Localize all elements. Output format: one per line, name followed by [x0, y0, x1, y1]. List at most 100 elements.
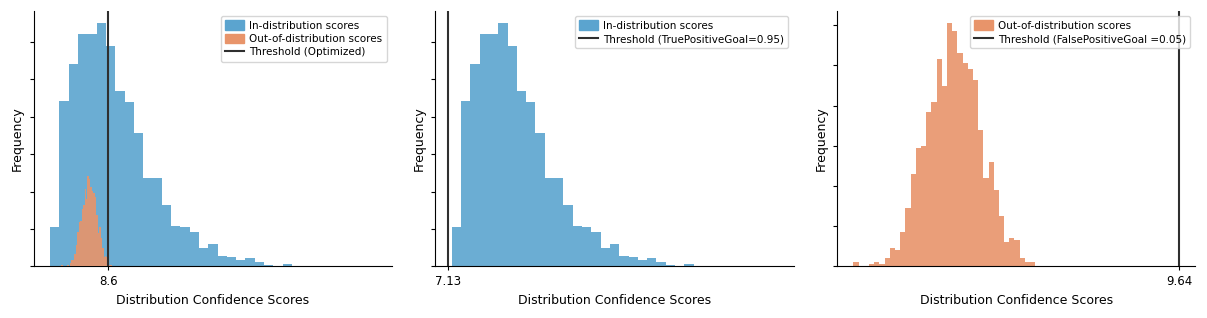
Bar — [103, 248, 104, 266]
Bar — [87, 176, 89, 266]
Bar — [76, 245, 77, 266]
Bar — [896, 250, 900, 266]
X-axis label: Distribution Confidence Scores: Distribution Confidence Scores — [518, 294, 711, 307]
Bar — [564, 205, 572, 266]
Bar — [461, 101, 471, 266]
Bar — [92, 191, 93, 266]
Legend: In-distribution scores, Out-of-distribution scores, Threshold (Optimized): In-distribution scores, Out-of-distribut… — [221, 16, 386, 62]
Bar — [498, 23, 508, 266]
X-axis label: Distribution Confidence Scores: Distribution Confidence Scores — [920, 294, 1113, 307]
Bar — [255, 262, 264, 266]
Bar — [489, 34, 498, 266]
Bar — [1004, 242, 1009, 266]
Bar — [451, 227, 461, 266]
Bar — [880, 264, 885, 266]
Bar — [601, 248, 610, 266]
Bar — [554, 178, 564, 266]
Bar — [51, 227, 59, 266]
Bar — [189, 232, 199, 266]
Bar — [957, 53, 962, 266]
Bar — [657, 262, 666, 266]
Bar — [629, 257, 637, 266]
Legend: In-distribution scores, Threshold (TruePositiveGoal=0.95): In-distribution scores, Threshold (TrueP… — [575, 16, 788, 48]
Bar — [637, 259, 647, 266]
Bar — [227, 257, 237, 266]
Bar — [900, 232, 905, 266]
Bar — [105, 256, 106, 266]
Bar — [80, 221, 82, 266]
Bar — [75, 253, 76, 266]
Bar — [97, 216, 98, 266]
Bar — [72, 260, 75, 266]
Bar — [84, 189, 86, 266]
Bar — [941, 86, 947, 266]
Bar — [110, 265, 111, 266]
Bar — [517, 91, 526, 266]
Bar — [199, 248, 209, 266]
Bar — [619, 256, 629, 266]
Bar — [684, 264, 694, 266]
Bar — [83, 205, 84, 266]
Bar — [536, 133, 544, 266]
Bar — [87, 34, 97, 266]
Bar — [124, 102, 134, 266]
Bar — [1015, 240, 1020, 266]
Bar — [77, 232, 78, 266]
Bar — [1030, 262, 1036, 266]
Bar — [98, 233, 99, 266]
Bar — [937, 59, 941, 266]
Bar — [572, 226, 582, 266]
Bar — [71, 259, 72, 266]
Bar — [479, 34, 489, 266]
Bar — [610, 244, 619, 266]
Bar — [968, 69, 973, 266]
X-axis label: Distribution Confidence Scores: Distribution Confidence Scores — [116, 294, 309, 307]
Bar — [134, 133, 144, 266]
Bar — [932, 101, 937, 266]
Y-axis label: Frequency: Frequency — [413, 106, 426, 171]
Bar — [106, 46, 115, 266]
Bar — [853, 262, 858, 266]
Bar — [95, 197, 97, 266]
Bar — [471, 64, 479, 266]
Bar — [68, 265, 69, 266]
Legend: Out-of-distribution scores, Threshold (FalsePositiveGoal =0.05): Out-of-distribution scores, Threshold (F… — [969, 16, 1190, 48]
Bar — [905, 208, 910, 266]
Bar — [59, 101, 69, 266]
Bar — [582, 227, 591, 266]
Bar — [217, 256, 227, 266]
Bar — [874, 262, 880, 266]
Bar — [947, 23, 952, 266]
Bar — [245, 258, 255, 266]
Bar — [111, 265, 112, 266]
Bar — [544, 178, 554, 266]
Bar — [591, 232, 601, 266]
Bar — [999, 216, 1004, 266]
Bar — [104, 257, 105, 266]
Bar — [885, 258, 890, 266]
Bar — [973, 80, 978, 266]
Bar — [978, 130, 984, 266]
Bar — [180, 227, 189, 266]
Bar — [993, 190, 999, 266]
Bar — [100, 238, 103, 266]
Bar — [91, 187, 92, 266]
Bar — [282, 264, 292, 266]
Bar — [86, 199, 87, 266]
Bar — [1009, 238, 1015, 266]
Bar — [144, 178, 152, 266]
Y-axis label: Frequency: Frequency — [11, 106, 24, 171]
Bar — [106, 257, 107, 266]
Bar — [526, 102, 536, 266]
Y-axis label: Frequency: Frequency — [815, 106, 828, 171]
Bar — [1025, 262, 1030, 266]
Bar — [107, 263, 110, 266]
Bar — [162, 205, 171, 266]
Bar — [666, 265, 675, 266]
Bar — [97, 23, 106, 266]
Bar — [78, 34, 87, 266]
Bar — [910, 174, 916, 266]
Bar — [62, 265, 63, 266]
Bar — [890, 248, 896, 266]
Bar — [70, 263, 71, 266]
